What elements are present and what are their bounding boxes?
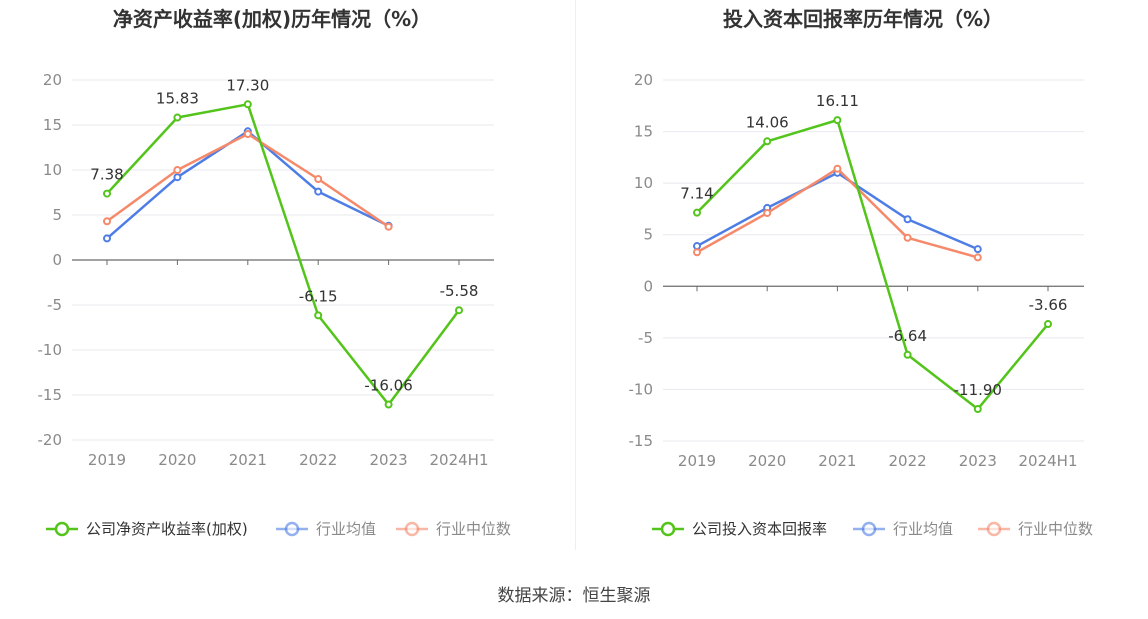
roe-data-label: 17.30 (226, 76, 269, 94)
roe-x-tick-label: 2023 (370, 451, 408, 469)
roe-point-median (314, 175, 323, 183)
roe-y-tick-label: -5 (47, 296, 62, 314)
roe-series-line-company (106, 103, 461, 406)
roic-point-company (763, 137, 772, 146)
roic-data-label: -3.66 (1029, 296, 1068, 314)
legend-label: 行业均值 (893, 520, 953, 538)
roic-y-tick-label: -5 (638, 329, 653, 347)
chart-divider (575, 0, 576, 550)
roic-data-label: -11.90 (954, 381, 1002, 399)
roe-point-company (455, 306, 463, 315)
roe-data-label: -16.06 (364, 377, 412, 395)
roic-chart-title: 投入资本回报率历年情况（%） (723, 7, 1003, 31)
roic-point-company (1044, 320, 1052, 329)
roic-data-label: 7.14 (680, 185, 713, 203)
legend-marker-icon (284, 521, 300, 537)
roic-point-average (693, 242, 701, 251)
roic-legend-item-company: 公司投入资本回报率 (652, 520, 827, 538)
roe-y-tick-label: 20 (43, 71, 62, 89)
roe-y-tick-label: 10 (43, 161, 62, 179)
roe-point-company (314, 311, 323, 320)
roe-y-tick-label: -20 (38, 431, 63, 449)
roe-point-company (173, 113, 182, 122)
roic-y-tick-label: 20 (634, 71, 653, 89)
data-source-note: 数据来源：恒生聚源 (497, 586, 651, 606)
legend-label: 行业均值 (316, 520, 376, 538)
roic-y-tick-label: -15 (629, 432, 654, 450)
roic-data-label: -6.64 (888, 327, 927, 345)
roe-x-tick-label: 2024H1 (430, 451, 489, 469)
legend-label: 行业中位数 (436, 520, 511, 538)
roic-series-line-average (696, 171, 979, 251)
roic-y-tick-label: 15 (634, 123, 653, 141)
roic-point-average (973, 245, 982, 254)
roic-x-tick-label: 2020 (748, 452, 786, 470)
roe-point-company (103, 189, 111, 198)
roe-x-tick-label: 2020 (158, 451, 196, 469)
roic-x-tick-label: 2019 (678, 452, 716, 470)
roe-x-tick-label: 2022 (299, 451, 337, 469)
roe-legend-item-median: 行业中位数 (396, 520, 511, 538)
legend-marker-icon (404, 521, 420, 537)
legend-marker-icon (861, 521, 877, 537)
roe-point-company (384, 400, 393, 409)
roe-point-company (243, 100, 252, 109)
roic-data-label: 16.11 (816, 92, 859, 110)
roic-point-company (693, 208, 701, 217)
roe-data-label: -5.58 (440, 282, 479, 300)
roe-y-tick-label: 0 (52, 251, 62, 269)
legend-marker-icon (660, 521, 676, 537)
legend-label: 公司净资产收益率(加权) (86, 520, 248, 538)
roe-data-label: 15.83 (156, 90, 199, 108)
roe-y-tick-label: -10 (38, 341, 63, 359)
roe-point-average (103, 234, 111, 243)
legend-label: 公司投入资本回报率 (692, 520, 827, 538)
roe-y-tick-label: 15 (43, 116, 62, 134)
roic-point-company (833, 116, 842, 125)
roic-series-line-company (696, 118, 1049, 411)
roic-y-tick-label: -10 (629, 380, 654, 398)
roic-legend-item-median: 行业中位数 (978, 520, 1093, 538)
roic-point-median (903, 233, 912, 242)
roe-point-median (173, 166, 182, 174)
roe-point-median (103, 217, 111, 226)
roe-y-tick-label: -15 (38, 386, 63, 404)
roic-series-line-median (696, 167, 979, 259)
roic-data-label: 14.06 (746, 113, 789, 131)
roic-point-median (973, 253, 982, 262)
roe-point-average (314, 187, 323, 196)
roe-legend-item-average: 行业均值 (276, 520, 376, 538)
roic-point-average (903, 215, 912, 224)
roe-chart-title: 净资产收益率(加权)历年情况（%） (113, 7, 431, 31)
roic-x-tick-label: 2023 (959, 452, 997, 470)
roic-x-tick-label: 2022 (889, 452, 927, 470)
roic-y-tick-label: 10 (634, 174, 653, 192)
roe-legend-item-company: 公司净资产收益率(加权) (46, 520, 248, 538)
roic-chart: 投入资本回报率历年情况（%） 20 15 10 5 0 -5 -10 -15 2019 2020 20… (629, 7, 1094, 538)
legend-marker-icon (986, 521, 1002, 537)
roe-point-median (384, 222, 393, 231)
roe-point-median (243, 130, 252, 138)
roic-point-company (903, 350, 912, 359)
roe-x-tick-label: 2019 (88, 451, 126, 469)
roic-y-tick-label: 5 (643, 226, 653, 244)
roic-point-company (973, 405, 982, 414)
roe-y-tick-label: 5 (52, 206, 62, 224)
legend-label: 行业中位数 (1018, 520, 1093, 538)
roic-point-median (763, 209, 772, 218)
roic-point-median (833, 164, 842, 173)
roe-data-label: -6.15 (299, 287, 338, 305)
roic-x-tick-label: 2021 (818, 452, 856, 470)
roe-data-label: 7.38 (90, 166, 123, 184)
roic-y-tick-label: 0 (643, 277, 653, 295)
roic-x-tick-label: 2024H1 (1019, 452, 1078, 470)
legend-marker-icon (54, 521, 70, 537)
roe-x-tick-label: 2021 (229, 451, 267, 469)
roe-chart: 净资产收益率(加权)历年情况（%） 20 15 10 5 0 -5 -10 -15 -20 2019… (38, 7, 512, 538)
roe-point-average (173, 173, 182, 182)
roic-point-median (693, 248, 701, 257)
roic-legend-item-average: 行业均值 (853, 520, 953, 538)
